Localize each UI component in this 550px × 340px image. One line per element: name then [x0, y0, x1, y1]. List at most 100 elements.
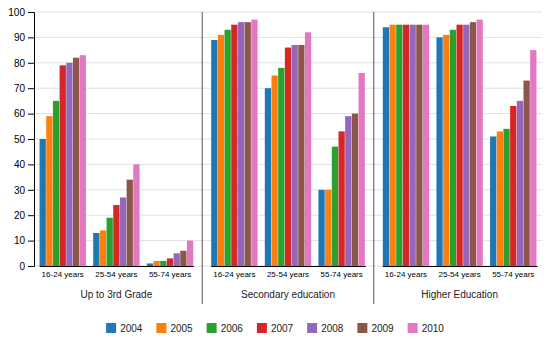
legend-swatch	[106, 323, 116, 333]
y-tick-label: 50	[14, 134, 26, 145]
bar	[389, 25, 395, 266]
y-tick-mark	[28, 63, 34, 64]
y-tick-mark	[28, 215, 34, 216]
bar	[332, 147, 338, 266]
bar	[120, 197, 126, 266]
bar	[231, 25, 237, 266]
bar	[60, 65, 66, 266]
y-tick-label: 70	[14, 83, 26, 94]
bar	[292, 45, 298, 266]
x-tick-label: 25-54 years	[267, 270, 309, 279]
y-tick-mark	[28, 37, 34, 38]
legend-swatch	[156, 323, 166, 333]
bar	[107, 218, 113, 266]
x-tick-label: 55-74 years	[492, 270, 534, 279]
bar	[305, 32, 311, 266]
x-tick-label: 16-24 years	[385, 270, 427, 279]
bar	[225, 30, 231, 266]
x-tick-label: 16-24 years	[42, 270, 84, 279]
x-tick-label: 25-54 years	[438, 270, 480, 279]
x-axis: 16-24 years25-54 years55-74 years	[211, 267, 365, 279]
legend-swatch	[207, 323, 217, 333]
group-divider	[202, 12, 203, 304]
y-tick: 70	[14, 83, 34, 94]
legend-label: 2010	[422, 323, 445, 334]
bar	[73, 58, 79, 266]
bar	[530, 50, 536, 266]
x-tick: 25-54 years	[267, 270, 309, 279]
legend-label: 2006	[221, 323, 244, 334]
legend-item: 2007	[257, 323, 294, 334]
bar	[436, 37, 442, 266]
bar	[463, 25, 469, 266]
bar	[46, 116, 52, 266]
x-axis: 16-24 years 25-54 years 55-74 years	[40, 267, 194, 279]
bar	[147, 263, 153, 266]
group-label: Up to 3rd Grade	[81, 289, 153, 300]
y-tick: 60	[14, 108, 34, 119]
bar	[497, 131, 503, 266]
legend-label: 2004	[120, 323, 143, 334]
legend-item: 2009	[357, 323, 394, 334]
bar	[66, 63, 72, 266]
bar	[383, 27, 389, 266]
legend-label: 2005	[170, 323, 193, 334]
legend: 2004200520062007200820092010	[106, 323, 444, 334]
bar	[187, 241, 193, 266]
x-tick-label: 55-74 years	[321, 270, 363, 279]
bar	[40, 139, 46, 266]
x-tick: 55-74 years	[321, 270, 363, 279]
y-tick-mark	[28, 266, 34, 267]
bar	[423, 25, 429, 266]
y-tick-label: 40	[14, 159, 26, 170]
legend-swatch	[307, 323, 317, 333]
y-axis: 0102030405060708090100	[8, 7, 34, 272]
bar	[167, 258, 173, 266]
bar	[153, 261, 159, 266]
bar	[396, 25, 402, 266]
y-tick: 20	[14, 210, 34, 221]
bar	[338, 131, 344, 266]
x-axis-line	[211, 266, 365, 267]
bar	[218, 35, 224, 266]
y-tick-mark	[28, 114, 34, 115]
x-tick: 25-54 years	[438, 270, 480, 279]
bar	[174, 253, 180, 266]
y-tick: 30	[14, 185, 34, 196]
y-tick-mark	[28, 88, 34, 89]
bar	[345, 116, 351, 266]
y-tick: 10	[14, 235, 34, 246]
y-tick: 90	[14, 32, 34, 43]
x-tick-label: 25-54 years	[95, 270, 137, 279]
x-axis-line	[383, 266, 537, 267]
bar	[490, 136, 496, 266]
legend-label: 2009	[371, 323, 394, 334]
legend-swatch	[357, 323, 367, 333]
bar	[352, 114, 358, 266]
legend-item: 2005	[156, 323, 193, 334]
bar	[470, 22, 476, 266]
bar	[510, 106, 516, 266]
y-tick-mark	[28, 190, 34, 191]
bar	[410, 25, 416, 266]
x-tick: 16-24 years	[385, 270, 427, 279]
y-tick-mark	[28, 164, 34, 165]
legend-label: 2007	[271, 323, 294, 334]
bar	[113, 205, 119, 266]
bar	[456, 25, 462, 266]
bar	[93, 233, 99, 266]
bars	[40, 20, 537, 266]
bar	[298, 45, 304, 266]
legend-item: 2010	[408, 323, 445, 334]
group-label: Higher Education	[421, 289, 498, 300]
x-tick-label: 55-74 years	[149, 270, 191, 279]
y-tick: 40	[14, 159, 34, 170]
y-axis-line	[28, 13, 35, 267]
bar	[127, 180, 133, 266]
bar	[80, 55, 86, 266]
bar	[443, 35, 449, 266]
bar	[477, 20, 483, 266]
y-tick-label: 20	[14, 210, 26, 221]
bar	[517, 101, 523, 266]
y-tick: 50	[14, 134, 34, 145]
